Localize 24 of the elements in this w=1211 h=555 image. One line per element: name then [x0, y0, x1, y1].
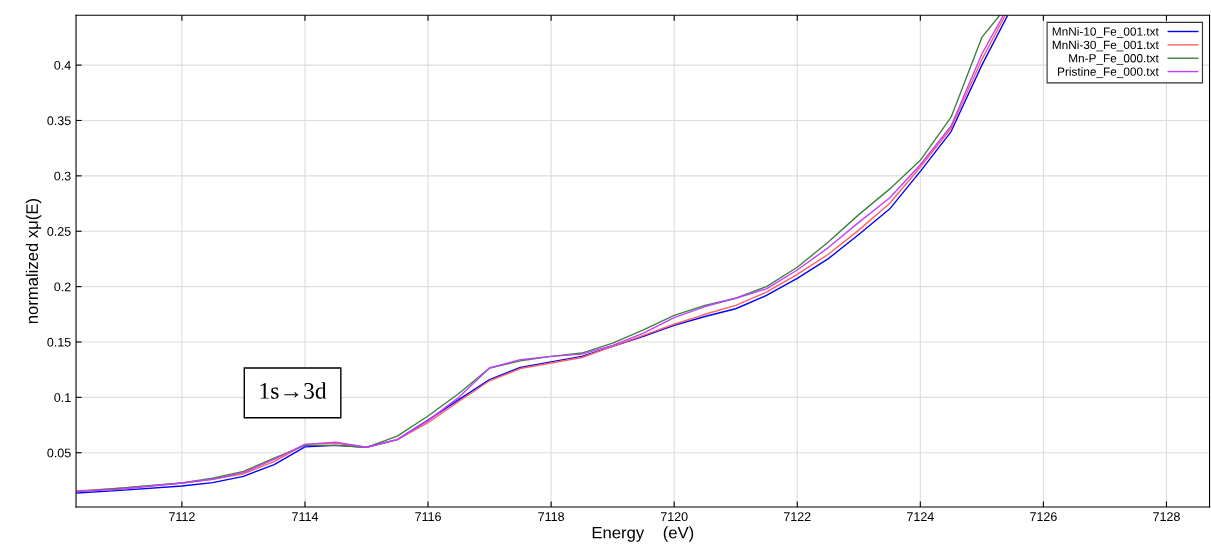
x-tick-label: 7120 [660, 512, 688, 522]
y-tick-label: 0.15 [47, 337, 71, 347]
y-tick-label: 0.4 [54, 60, 71, 70]
x-tick-label: 7112 [169, 512, 195, 521]
y-tick-label: 0.35 [47, 116, 71, 126]
legend-label: Pristine_Fe_000.txt [1058, 67, 1159, 79]
legend-label: Mn-P_Fe_000.txt [1069, 54, 1159, 65]
y-tick-label: 0.1 [54, 393, 71, 402]
x-tick-label: 7118 [538, 512, 565, 522]
annotation: 1s→3d [260, 382, 327, 399]
x-tick-label: 7116 [415, 512, 441, 522]
y-tick-label: 0.3 [54, 171, 71, 181]
y-tick-label: 0.25 [47, 227, 71, 236]
x-axis-title: Energy (eV) [592, 526, 694, 542]
y-axis-title: normalized xμ(E) [25, 199, 42, 324]
x-tick-label: 7114 [292, 512, 319, 521]
y-tick-label: 0.2 [54, 282, 71, 292]
legend-label: MnNi-10_Fe_001.txt [1052, 27, 1159, 38]
legend-label: MnNi-30_Fe_001.txt [1052, 40, 1159, 52]
y-tick-label: 0.05 [47, 448, 71, 458]
x-tick-label: 7122 [783, 512, 811, 521]
x-tick-label: 7126 [1030, 512, 1057, 522]
x-tick-label: 7124 [907, 512, 934, 521]
x-tick-label: 7128 [1153, 512, 1180, 522]
